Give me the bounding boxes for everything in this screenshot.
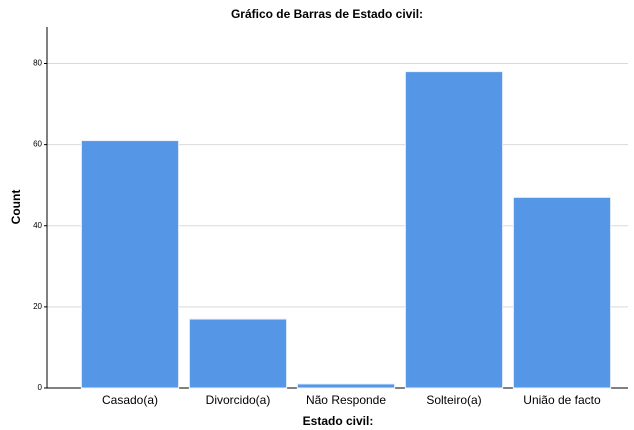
y-tick-label: 20 [33,302,42,311]
x-tick-label: Não Responde [306,393,386,407]
y-tick-label: 0 [38,383,43,392]
bar [296,383,396,389]
x-tick-label: Solteiro(a) [426,393,481,407]
x-axis-label: Estado civil: [303,414,374,428]
y-tick-label: 40 [33,221,42,230]
bar [512,196,612,389]
bar [404,71,504,389]
y-tick-label: 60 [33,140,42,149]
x-tick-label: Divorcido(a) [206,393,271,407]
y-axis-label: Count [9,190,23,225]
y-tick-label: 80 [33,59,42,68]
chart-title: Gráfico de Barras de Estado civil: [231,7,423,21]
x-tick-label: Casado(a) [102,393,158,407]
x-tick-label: União de facto [523,393,601,407]
bar [80,140,180,389]
bar [188,318,288,389]
